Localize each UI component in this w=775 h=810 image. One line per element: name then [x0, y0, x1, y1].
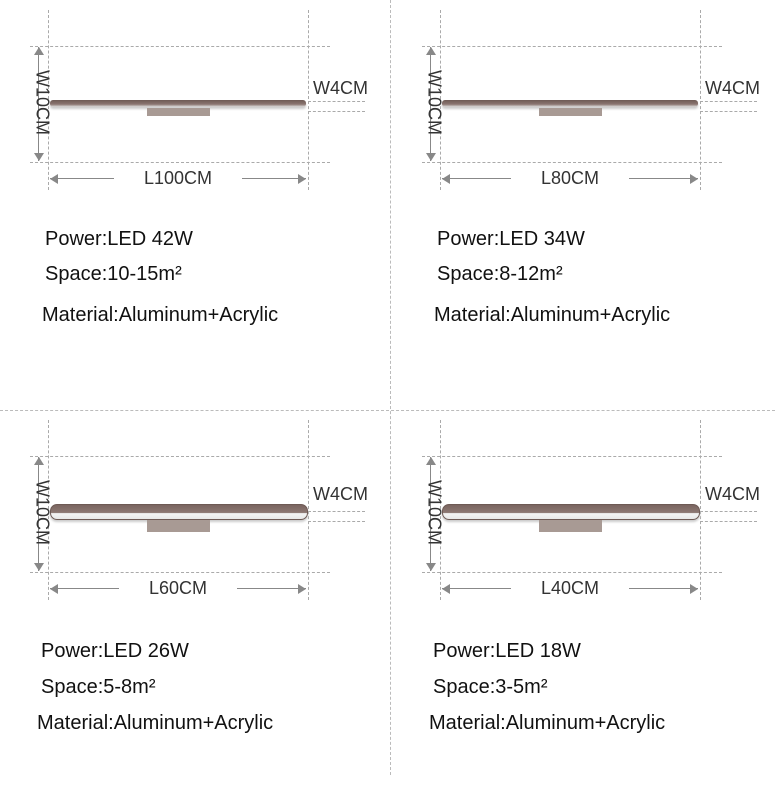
depth-label: W4CM	[705, 484, 760, 504]
length-dimension: L80CM	[442, 168, 698, 189]
spec-panel-40cm: W10CM W4CM L40CM Power:LED 18W Space:3-5…	[392, 410, 775, 810]
length-label: L100CM	[143, 168, 213, 188]
material-spec: Material:Aluminum+Acrylic	[37, 712, 274, 734]
top-guide	[30, 456, 330, 457]
length-label: L40CM	[540, 578, 600, 598]
lamp-bar	[50, 504, 308, 520]
material-spec: Material:Aluminum+Acrylic	[434, 304, 671, 326]
lamp-bar	[442, 100, 698, 107]
power-spec: Power:LED 34W	[437, 228, 585, 250]
left-guide	[48, 420, 49, 600]
depth-label: W4CM	[705, 78, 760, 98]
height-arrow	[34, 457, 44, 571]
lamp-mount	[539, 108, 602, 116]
length-dimension: L60CM	[50, 578, 306, 599]
space-spec: Space:3-5m²	[433, 676, 548, 698]
length-dimension: L40CM	[442, 578, 698, 599]
depth-guide-bottom	[700, 521, 757, 522]
vertical-divider	[390, 0, 391, 775]
bottom-guide	[422, 572, 722, 573]
height-arrow	[426, 47, 436, 161]
depth-guide-top	[308, 101, 365, 102]
lamp-bar	[50, 100, 306, 107]
space-spec: Space:10-15m²	[45, 263, 182, 285]
height-arrow	[426, 457, 436, 571]
power-spec: Power:LED 26W	[41, 640, 189, 662]
length-label: L80CM	[540, 168, 600, 188]
left-guide	[48, 10, 49, 190]
length-label: L60CM	[148, 578, 208, 598]
lamp-mount	[147, 520, 210, 532]
right-guide	[700, 10, 701, 190]
bottom-guide	[422, 162, 722, 163]
right-guide	[308, 420, 309, 600]
top-guide	[30, 46, 330, 47]
top-guide	[422, 456, 722, 457]
depth-guide-bottom	[700, 111, 757, 112]
top-guide	[422, 46, 722, 47]
left-guide	[440, 420, 441, 600]
spec-panel-60cm: W10CM W4CM L60CM Power:LED 26W Space:5-8…	[0, 410, 390, 810]
depth-guide-top	[700, 511, 757, 512]
spec-panel-100cm: W10CM W4CM L100CM Power:LED 42W Space:10…	[0, 0, 390, 400]
horizontal-divider	[0, 410, 775, 411]
power-spec: Power:LED 42W	[45, 228, 193, 250]
depth-label: W4CM	[313, 78, 368, 98]
material-spec: Material:Aluminum+Acrylic	[429, 712, 666, 734]
bottom-guide	[30, 162, 330, 163]
space-spec: Space:5-8m²	[41, 676, 156, 698]
depth-label: W4CM	[313, 484, 368, 504]
depth-guide-top	[700, 101, 757, 102]
lamp-bar	[442, 504, 700, 520]
right-guide	[700, 420, 701, 600]
left-guide	[440, 10, 441, 190]
length-dimension: L100CM	[50, 168, 307, 189]
depth-guide-top	[308, 511, 365, 512]
bottom-guide	[30, 572, 330, 573]
right-guide	[308, 10, 309, 190]
lamp-mount	[147, 108, 210, 116]
depth-guide-bottom	[308, 521, 365, 522]
spec-panel-80cm: W10CM W4CM L80CM Power:LED 34W Space:8-1…	[392, 0, 775, 400]
space-spec: Space:8-12m²	[437, 263, 563, 285]
height-arrow	[34, 47, 44, 161]
depth-guide-bottom	[308, 111, 365, 112]
lamp-mount	[539, 520, 602, 532]
material-spec: Material:Aluminum+Acrylic	[42, 304, 279, 326]
power-spec: Power:LED 18W	[433, 640, 581, 662]
